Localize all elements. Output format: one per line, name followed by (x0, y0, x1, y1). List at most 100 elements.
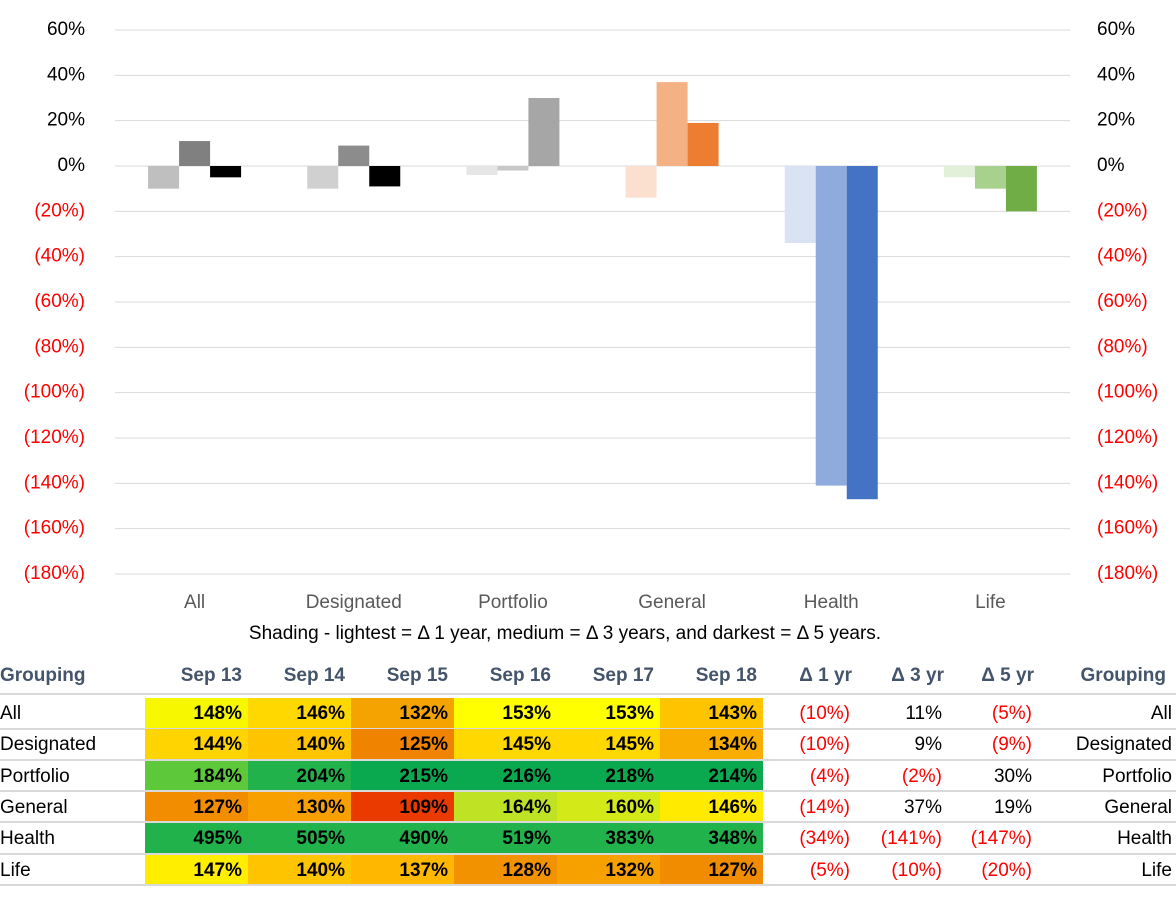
table-cell: (5%) (809, 859, 850, 881)
table-cell: 140% (248, 854, 351, 886)
y2-tick-label: 60% (1097, 19, 1135, 40)
table-rule (0, 884, 1176, 886)
table-cell: (10%) (799, 703, 850, 724)
table-rule (0, 693, 1176, 695)
table-cell: 125% (351, 729, 454, 761)
table-cell: 215% (351, 760, 454, 792)
y2-tick-label: 0% (1097, 155, 1125, 176)
table-cell: All (0, 703, 22, 724)
table-cell: (5%) (991, 703, 1032, 724)
table-cell: 148% (145, 698, 248, 729)
table-rule (0, 758, 1176, 761)
table-cell: 218% (557, 760, 660, 792)
table-cell: 9% (914, 734, 942, 756)
y-tick-label: (120%) (24, 427, 85, 448)
table-cell: 153% (557, 698, 660, 729)
x-tick-label: All (184, 592, 205, 613)
bar (974, 166, 1006, 189)
y-tick-label: 40% (47, 64, 85, 85)
bar (687, 122, 719, 166)
bar (846, 166, 878, 500)
table-cell: 153% (454, 698, 557, 729)
table-cell: Health (1117, 828, 1172, 850)
chart: Shading - lightest = Δ 1 year, medium = … (24, 19, 1159, 644)
table-cell: 143% (660, 698, 763, 729)
y2-tick-label: 20% (1097, 110, 1135, 131)
y2-tick-label: (140%) (1097, 472, 1158, 493)
table-cell: 144% (145, 729, 248, 761)
table-cell: 490% (351, 823, 454, 855)
table-cell: (10%) (891, 859, 942, 881)
table-cell: 214% (660, 760, 763, 792)
table-cell: (14%) (799, 796, 850, 818)
table-cell: 130% (248, 791, 351, 823)
table-rule (0, 727, 1176, 730)
table-cell: Health (0, 828, 55, 850)
y-tick-label: 20% (47, 110, 85, 131)
bar (179, 141, 211, 166)
bar (625, 166, 657, 198)
table-cell: 160% (557, 791, 660, 823)
table-cell: (10%) (799, 734, 850, 756)
table-cell: 132% (351, 698, 454, 729)
table-cell: (147%) (970, 828, 1032, 850)
table-cell: 145% (454, 729, 557, 761)
y2-tick-label: (100%) (1097, 382, 1158, 403)
y2-tick-label: (80%) (1097, 336, 1148, 357)
y-tick-label: 0% (58, 155, 86, 176)
y-tick-label: (140%) (24, 472, 85, 493)
x-tick-label: Designated (306, 592, 402, 613)
table-cell: 519% (454, 823, 557, 855)
bar (210, 166, 242, 178)
table-cell: (9%) (991, 734, 1032, 756)
bar (943, 166, 975, 178)
table-cell: Life (0, 859, 31, 881)
table-cell: 109% (351, 791, 454, 823)
table-cell: (2%) (901, 765, 942, 787)
bar (466, 166, 498, 176)
x-tick-label: Health (804, 592, 859, 613)
x-tick-label: Portfolio (478, 592, 548, 613)
y-tick-label: (180%) (24, 563, 85, 584)
table-cell: Life (1141, 859, 1172, 881)
table-cell: Portfolio (1102, 765, 1172, 787)
table-cell: 132% (557, 854, 660, 886)
bar (784, 166, 816, 244)
bar (656, 82, 688, 166)
table-cell: 204% (248, 760, 351, 792)
y-tick-label: (20%) (34, 200, 85, 221)
table-cell: 184% (145, 760, 248, 792)
table-cell: 128% (454, 854, 557, 886)
table-header: Δ 3 yr (891, 665, 944, 686)
y-tick-label: (60%) (34, 291, 85, 312)
table-header: Sep 13 (180, 665, 242, 686)
table-cell: (4%) (809, 765, 850, 787)
table-cell: (20%) (981, 859, 1032, 881)
table-cell: 11% (905, 703, 942, 724)
y2-tick-label: (20%) (1097, 200, 1148, 221)
table-cell: 30% (993, 765, 1032, 787)
table-cell: 127% (145, 791, 248, 823)
table-cell: Designated (1075, 734, 1172, 756)
table-cell: 348% (660, 823, 763, 855)
table-cell: 146% (248, 698, 351, 729)
table-header: Sep 14 (283, 665, 345, 686)
table-cell: 147% (145, 854, 248, 886)
y-tick-label: (100%) (24, 382, 85, 403)
table-header: Grouping (1080, 665, 1166, 686)
table-rule (0, 790, 1176, 793)
table-cell: Portfolio (0, 765, 70, 787)
bar (815, 166, 847, 486)
table-header: Δ 5 yr (981, 665, 1034, 686)
y2-tick-label: 40% (1097, 64, 1135, 85)
x-tick-label: Life (975, 592, 1006, 613)
table-cell: All (1150, 703, 1172, 724)
table-cell: (141%) (880, 828, 942, 850)
table-cell: 505% (248, 823, 351, 855)
bar (307, 166, 339, 189)
bar (338, 145, 370, 166)
table-cell: 216% (454, 760, 557, 792)
bar (528, 98, 560, 166)
bar (1005, 166, 1037, 212)
